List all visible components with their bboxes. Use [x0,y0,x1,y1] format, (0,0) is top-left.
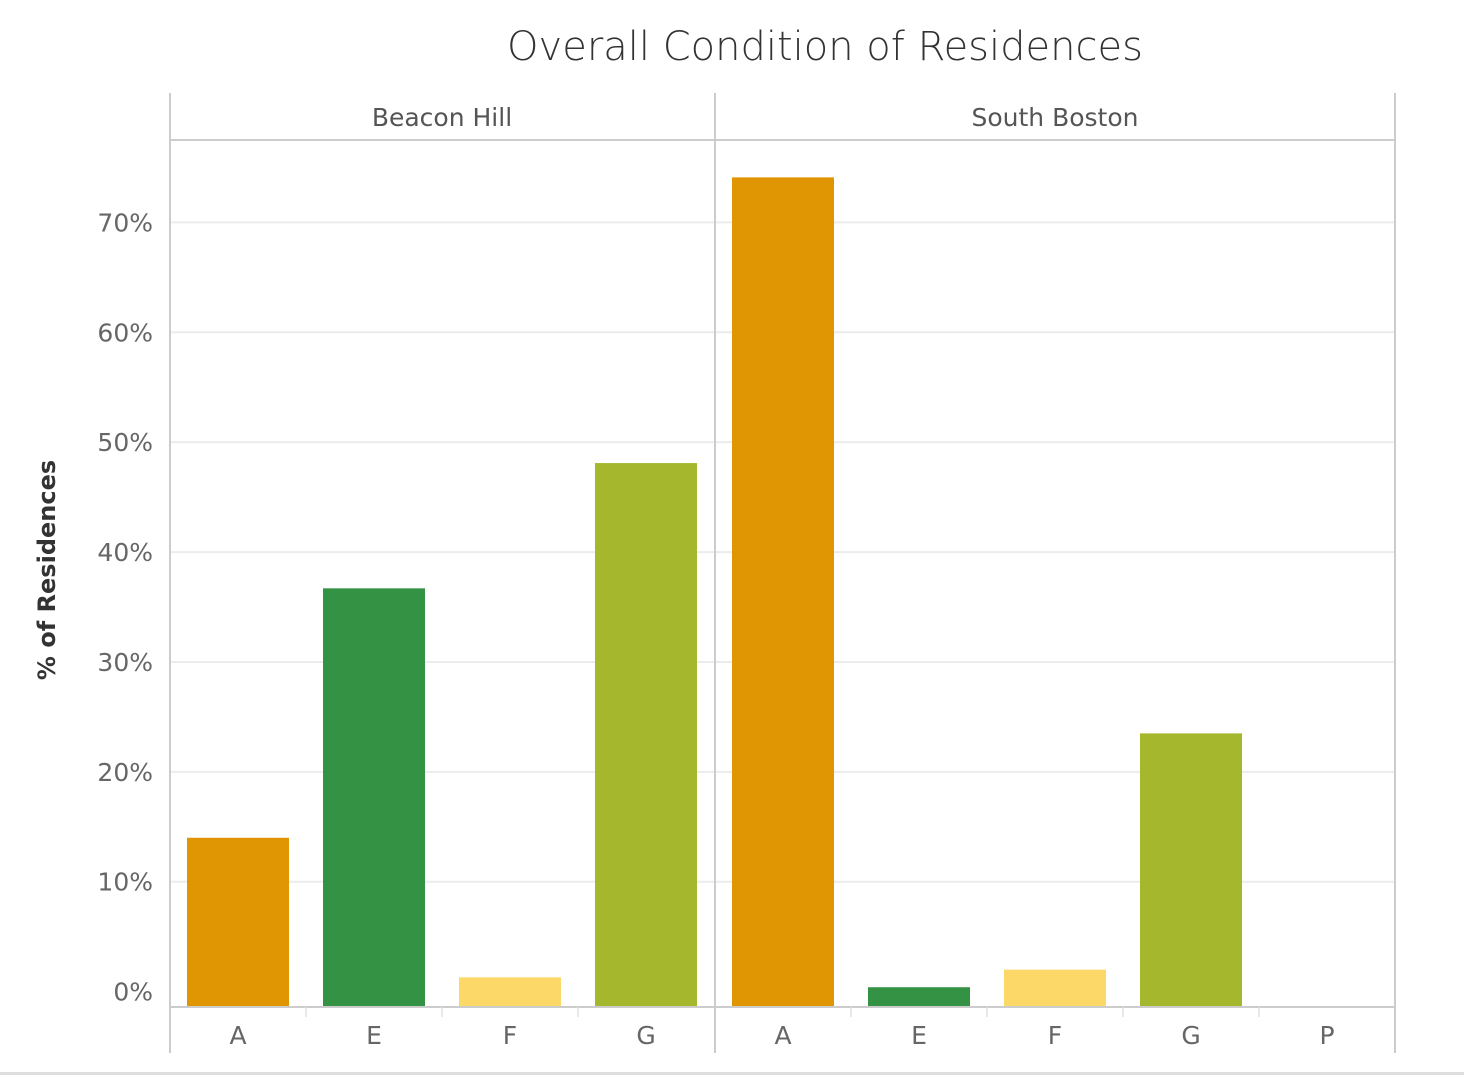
y-tick-label: 70% [97,208,153,237]
chart-title: Overall Condition of Residences [507,24,1143,70]
x-tick-label: F [503,1021,517,1050]
y-tick-label: 30% [97,648,153,677]
x-tick-label: A [229,1021,246,1050]
x-tick-label: E [366,1021,382,1050]
bars [187,177,1242,1008]
bar-south-boston-f [1004,969,1106,1007]
bar-beacon-hill-f [459,977,561,1007]
y-axis-ticks: 0% 10% 20% 30% 40% 50% 60% 70% [97,208,153,1006]
y-tick-label: 10% [97,868,153,897]
x-tick-label: F [1048,1021,1062,1050]
panel-title: Beacon Hill [372,103,512,132]
bar-south-boston-a [732,177,834,1008]
bar-beacon-hill-e [323,588,425,1007]
x-tick-label: A [774,1021,791,1050]
y-tick-label: 20% [97,758,153,787]
bar-south-boston-e [868,987,970,1007]
bar-beacon-hill-a [187,837,289,1007]
x-tick-label: E [911,1021,927,1050]
panel-title: South Boston [971,103,1138,132]
x-tick-label: P [1319,1021,1334,1050]
x-tick-label: G [636,1021,655,1050]
x-tick-label: G [1181,1021,1200,1050]
y-axis-label: % of Residences [33,460,61,680]
bar-beacon-hill-g [595,463,697,1007]
bar-south-boston-g [1140,733,1242,1007]
panel-frames [169,93,1396,1053]
y-tick-label: 50% [97,428,153,457]
y-tick-label: 60% [97,318,153,347]
y-tick-label: 0% [113,978,153,1007]
y-tick-label: 40% [97,538,153,567]
bottom-divider [0,1072,1464,1075]
panel-titles: Beacon Hill South Boston [372,103,1139,132]
